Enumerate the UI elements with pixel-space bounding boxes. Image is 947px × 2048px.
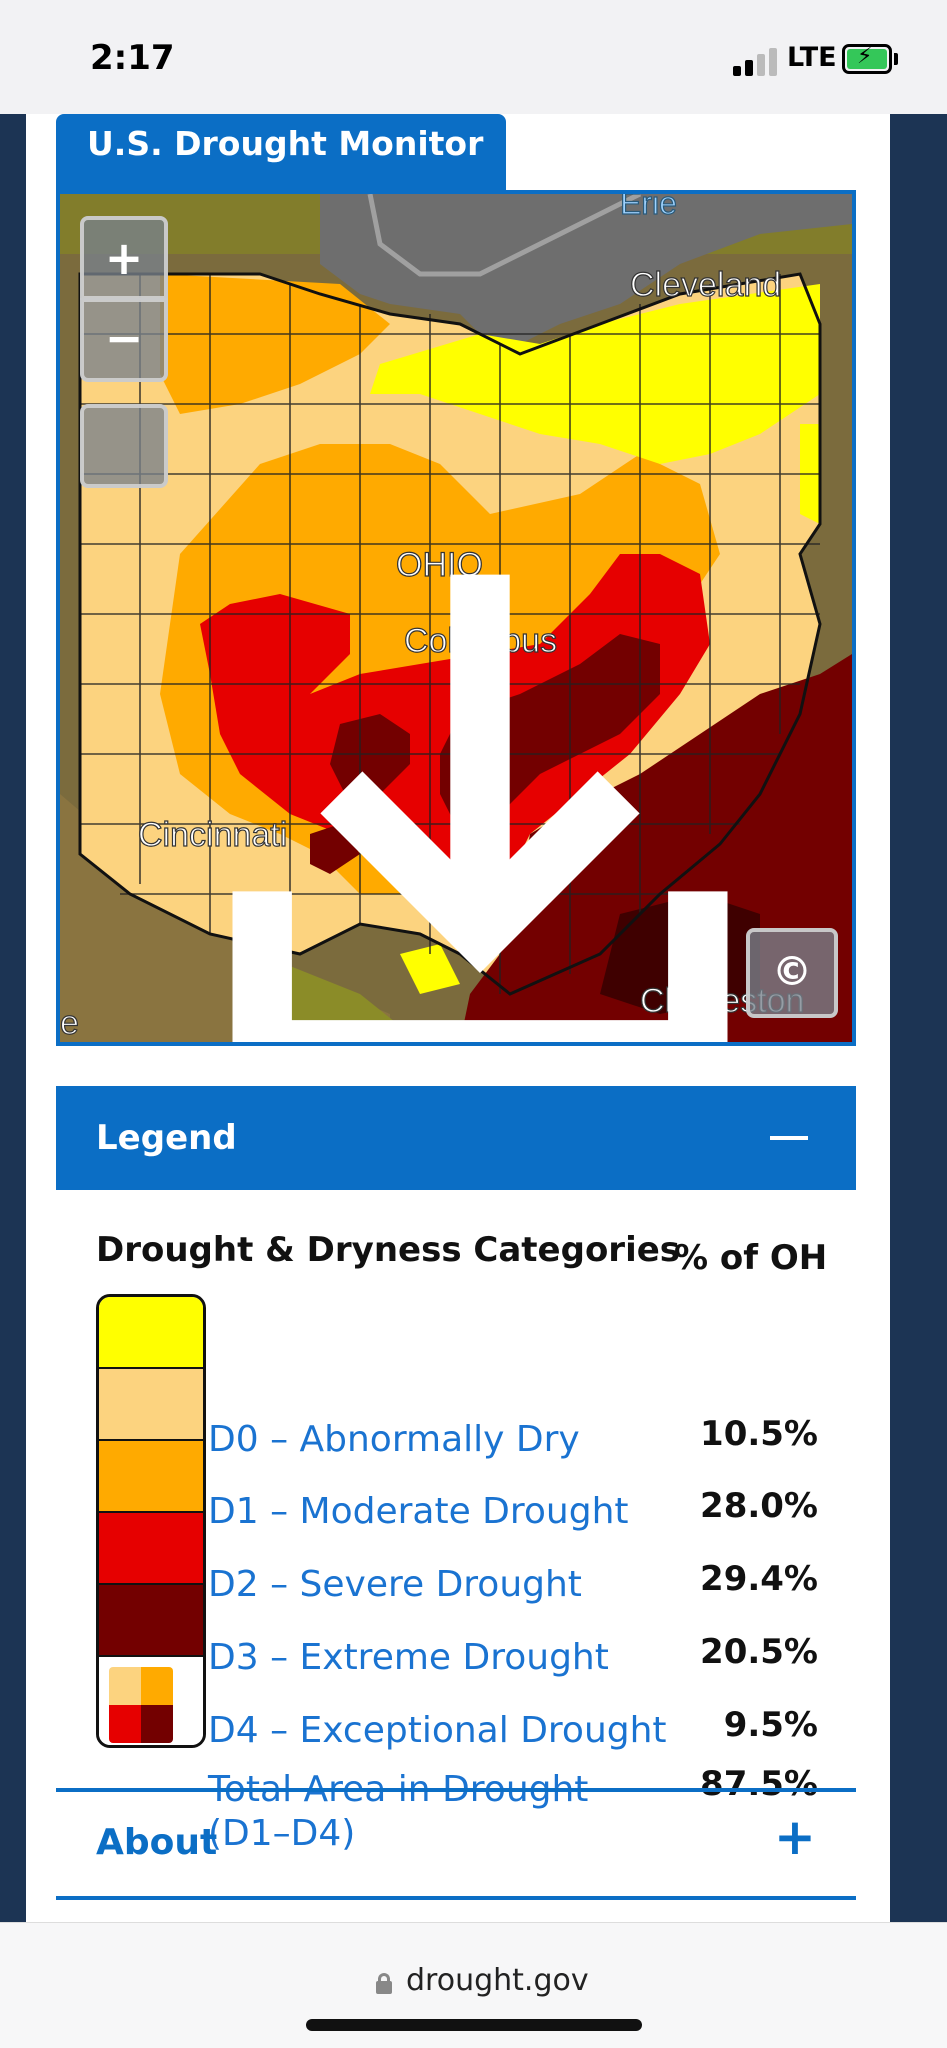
map-label-edge: e bbox=[60, 1004, 79, 1042]
swatch-d0 bbox=[99, 1297, 203, 1367]
signal-icon bbox=[733, 46, 779, 76]
swatch-total bbox=[99, 1655, 203, 1745]
legend-header[interactable]: Legend bbox=[56, 1086, 856, 1190]
minus-icon[interactable] bbox=[770, 1136, 808, 1140]
legend-color-bar bbox=[96, 1294, 206, 1748]
drought-map[interactable]: Erie Cleveland OHIO Columbus Cincinnati … bbox=[56, 190, 856, 1046]
legend-item-d1[interactable]: D1 – Moderate Drought bbox=[208, 1491, 629, 1532]
swatch-d1 bbox=[99, 1367, 203, 1439]
map-canvas: Erie Cleveland OHIO Columbus Cincinnati … bbox=[60, 194, 852, 1042]
map-label-cincinnati: Cincinnati bbox=[138, 816, 287, 854]
legend-pct-d0: 10.5% bbox=[700, 1414, 818, 1454]
percent-title: % of OH bbox=[674, 1238, 828, 1278]
url-label[interactable]: drought.gov bbox=[406, 1963, 589, 1998]
network-label: LTE bbox=[787, 42, 837, 73]
about-divider-top bbox=[56, 1788, 856, 1792]
legend-item-total[interactable]: Total Area in Drought (D1–D4) bbox=[208, 1769, 589, 1854]
copyright-button[interactable]: © bbox=[746, 928, 838, 1018]
battery-charging-icon: ⚡ bbox=[842, 44, 892, 74]
page-background: U.S. Drought Monitor bbox=[0, 114, 947, 1922]
lock-icon bbox=[376, 1973, 392, 1994]
legend-pct-d1: 28.0% bbox=[700, 1486, 818, 1526]
about-divider-bottom bbox=[56, 1896, 856, 1900]
category-title: Drought & Dryness Categories bbox=[96, 1230, 681, 1270]
about-title[interactable]: About bbox=[96, 1822, 218, 1863]
home-indicator[interactable] bbox=[306, 2019, 642, 2031]
legend-pct-total: 87.5% bbox=[700, 1764, 818, 1804]
browser-bar: drought.gov bbox=[0, 1922, 947, 2048]
legend-item-d2[interactable]: D2 – Severe Drought bbox=[208, 1564, 582, 1605]
swatch-d4 bbox=[99, 1583, 203, 1655]
download-button[interactable] bbox=[80, 404, 728, 1042]
swatch-d3 bbox=[99, 1511, 203, 1583]
zoom-out-button[interactable]: − bbox=[80, 298, 168, 382]
status-time: 2:17 bbox=[90, 38, 175, 78]
legend-item-d4[interactable]: D4 – Exceptional Drought bbox=[208, 1710, 667, 1751]
legend-pct-d3: 20.5% bbox=[700, 1632, 818, 1672]
swatch-d2 bbox=[99, 1439, 203, 1511]
legend-pct-d2: 29.4% bbox=[700, 1559, 818, 1599]
plus-icon[interactable]: + bbox=[774, 1808, 816, 1866]
battery-nub bbox=[894, 53, 898, 65]
download-icon bbox=[232, 574, 728, 1042]
content-panel: U.S. Drought Monitor bbox=[26, 114, 890, 1922]
legend-item-d0[interactable]: D0 – Abnormally Dry bbox=[208, 1419, 580, 1460]
map-label-lake: Erie bbox=[620, 194, 677, 221]
legend-title: Legend bbox=[96, 1118, 237, 1158]
map-label-cleveland: Cleveland bbox=[630, 266, 781, 304]
status-bar: 2:17 LTE ⚡ bbox=[0, 0, 947, 114]
legend-item-d3[interactable]: D3 – Extreme Drought bbox=[208, 1637, 609, 1678]
zoom-in-button[interactable]: + bbox=[80, 216, 168, 300]
monitor-tab[interactable]: U.S. Drought Monitor bbox=[56, 114, 506, 190]
legend-pct-d4: 9.5% bbox=[723, 1705, 818, 1745]
